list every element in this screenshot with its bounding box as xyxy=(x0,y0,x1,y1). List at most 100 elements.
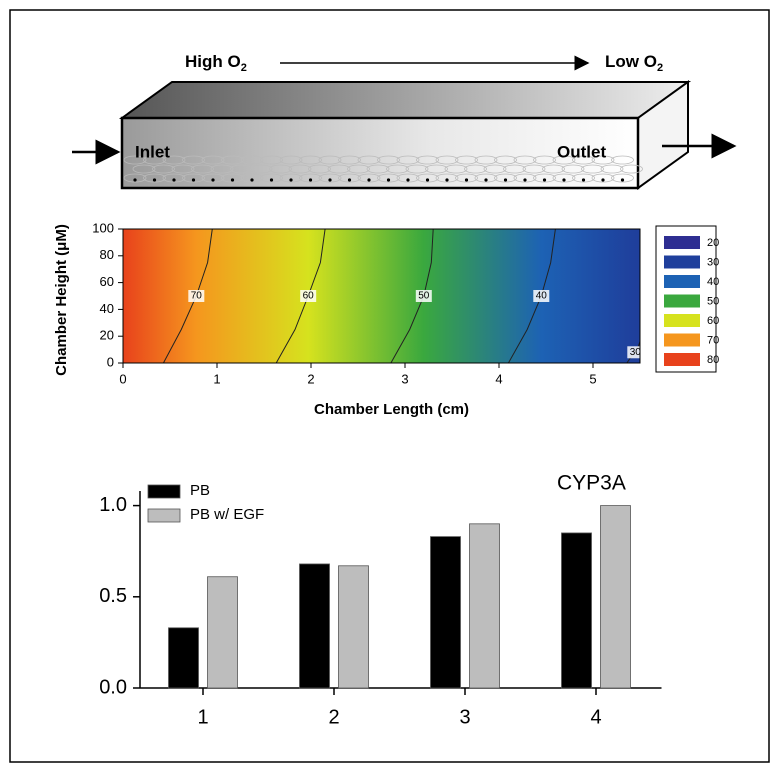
cell xyxy=(591,173,615,183)
nucleus xyxy=(269,178,274,182)
cell xyxy=(240,173,264,183)
outlet-label: Outlet xyxy=(557,142,606,161)
cell xyxy=(299,173,322,183)
nucleus xyxy=(289,178,293,182)
bar xyxy=(168,627,199,689)
x-tick-label: 2 xyxy=(307,371,314,386)
y-tick-label: 80 xyxy=(100,247,114,262)
cell xyxy=(513,173,537,183)
cell xyxy=(123,155,147,165)
colorbar-swatch xyxy=(664,353,700,366)
cell xyxy=(611,155,634,165)
cell xyxy=(416,173,439,183)
cell xyxy=(494,173,517,183)
cell xyxy=(143,155,166,165)
nucleus xyxy=(328,178,332,182)
colorbar-label: 30 xyxy=(707,256,719,268)
cell xyxy=(143,173,166,183)
nucleus xyxy=(172,178,176,182)
y-tick-label: 20 xyxy=(100,328,114,343)
bar xyxy=(338,565,369,689)
cell xyxy=(474,155,498,165)
cell xyxy=(221,173,244,183)
cell xyxy=(171,164,195,174)
cell xyxy=(533,173,556,183)
nucleus xyxy=(562,178,566,182)
nucleus xyxy=(484,178,488,182)
cell xyxy=(210,164,234,174)
cell xyxy=(279,173,303,183)
colorbar-label: 50 xyxy=(707,295,719,307)
contour-label-bg xyxy=(627,346,644,359)
cell xyxy=(191,164,214,174)
cell xyxy=(347,164,370,174)
cell xyxy=(366,164,390,174)
nucleus xyxy=(542,178,547,182)
cell xyxy=(162,155,186,165)
cell xyxy=(405,164,429,174)
nucleus xyxy=(503,178,508,182)
cell xyxy=(338,173,361,183)
colorbar-swatch xyxy=(664,333,700,347)
cell xyxy=(162,173,186,183)
cell xyxy=(561,164,585,174)
cell xyxy=(494,155,517,165)
nucleus xyxy=(386,178,391,182)
inlet-label: Inlet xyxy=(135,142,170,161)
legend-swatch xyxy=(147,484,181,499)
nucleus xyxy=(308,178,313,182)
cell xyxy=(357,155,381,165)
nucleus xyxy=(367,178,371,182)
cell xyxy=(416,155,439,165)
cell xyxy=(279,155,303,165)
bar xyxy=(600,505,631,689)
nucleus xyxy=(601,178,605,182)
nucleus xyxy=(191,178,196,182)
cell xyxy=(396,173,420,183)
x-axis-label: Chamber Length (cm) xyxy=(314,401,469,418)
cell xyxy=(542,164,565,174)
nucleus xyxy=(347,178,352,182)
contour-label: 30 xyxy=(630,347,642,358)
cell xyxy=(182,155,205,165)
cell xyxy=(123,173,147,183)
nucleus xyxy=(152,178,157,182)
legend-label: PB xyxy=(190,482,210,499)
bar xyxy=(469,523,500,689)
x-tick-label: 2 xyxy=(328,706,339,728)
colorbar-label: 20 xyxy=(707,237,719,249)
cell xyxy=(552,155,576,165)
x-tick-label: 5 xyxy=(589,371,596,386)
nucleus xyxy=(581,178,586,182)
cell xyxy=(260,155,283,165)
x-tick-label: 4 xyxy=(590,706,601,728)
cell xyxy=(425,164,448,174)
colorbar-swatch xyxy=(664,314,700,327)
cell xyxy=(464,164,487,174)
cell xyxy=(299,155,322,165)
contour-label: 50 xyxy=(418,291,430,302)
cell xyxy=(533,155,556,165)
cell xyxy=(483,164,507,174)
y-tick-label: 100 xyxy=(92,220,114,235)
contour-label: 60 xyxy=(303,291,315,302)
nucleus xyxy=(406,178,410,182)
cell xyxy=(357,173,381,183)
nucleus xyxy=(133,178,137,182)
contour-label: 70 xyxy=(191,291,203,302)
nucleus xyxy=(445,178,449,182)
contour-label-bg xyxy=(188,290,205,302)
contour-label-bg xyxy=(533,290,550,302)
cell xyxy=(572,173,595,183)
y-tick-label: 0 xyxy=(107,354,114,369)
nucleus xyxy=(211,178,215,182)
cell xyxy=(620,164,643,174)
bar-chart: 0.0 0.5 1.0 1 2 3 4 PB PB w/ EGF CYP3A xyxy=(99,472,662,728)
cell xyxy=(455,173,478,183)
nucleus xyxy=(425,178,430,182)
cell xyxy=(288,164,312,174)
chamber-diagram: High O2 Low O2 Inlet Outlet xyxy=(72,52,737,190)
cell xyxy=(474,173,498,183)
